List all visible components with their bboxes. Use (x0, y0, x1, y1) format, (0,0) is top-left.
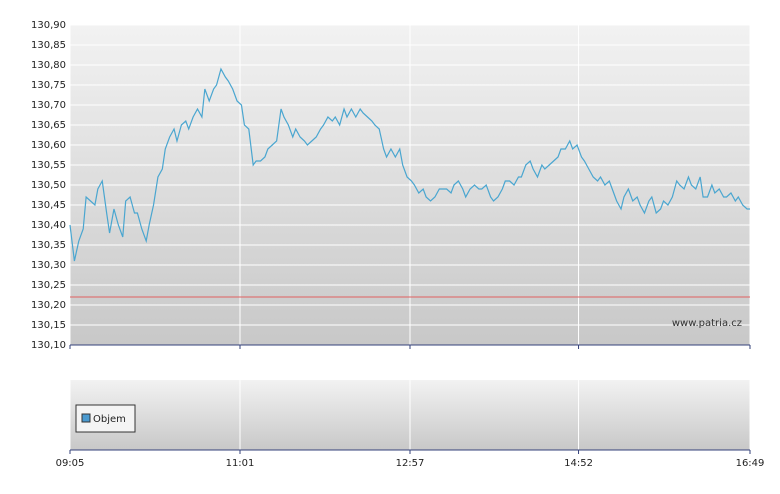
y-tick-label: 130,45 (31, 200, 66, 211)
price-line (69, 67, 750, 262)
y-tick-label: 130,20 (31, 300, 66, 311)
x-tick-label: 12:57 (396, 458, 425, 469)
legend-label: Objem (93, 414, 126, 425)
y-tick-label: 130,90 (31, 20, 66, 31)
x-tick-label: 11:01 (226, 458, 255, 469)
y-tick-label: 130,10 (31, 340, 66, 351)
y-tick-label: 130,35 (31, 240, 66, 251)
x-tick-label: 16:49 (736, 458, 765, 469)
y-tick-label: 130,70 (31, 100, 66, 111)
y-tick-label: 130,80 (31, 60, 66, 71)
legend-swatch (81, 413, 91, 423)
y-tick-label: 130,65 (31, 120, 66, 131)
y-tick-label: 130,60 (31, 140, 66, 151)
y-tick-label: 130,55 (31, 160, 66, 171)
y-tick-label: 130,15 (31, 320, 66, 331)
y-tick-label: 130,75 (31, 80, 66, 91)
y-tick-label: 130,50 (31, 180, 66, 191)
x-tick-label: 09:05 (56, 458, 85, 469)
y-tick-label: 130,40 (31, 220, 66, 231)
y-tick-label: 130,85 (31, 40, 66, 51)
watermark: www.patria.cz (672, 318, 742, 329)
y-tick-label: 130,25 (31, 280, 66, 291)
x-tick-label: 14:52 (564, 458, 593, 469)
y-tick-label: 130,30 (31, 260, 66, 271)
